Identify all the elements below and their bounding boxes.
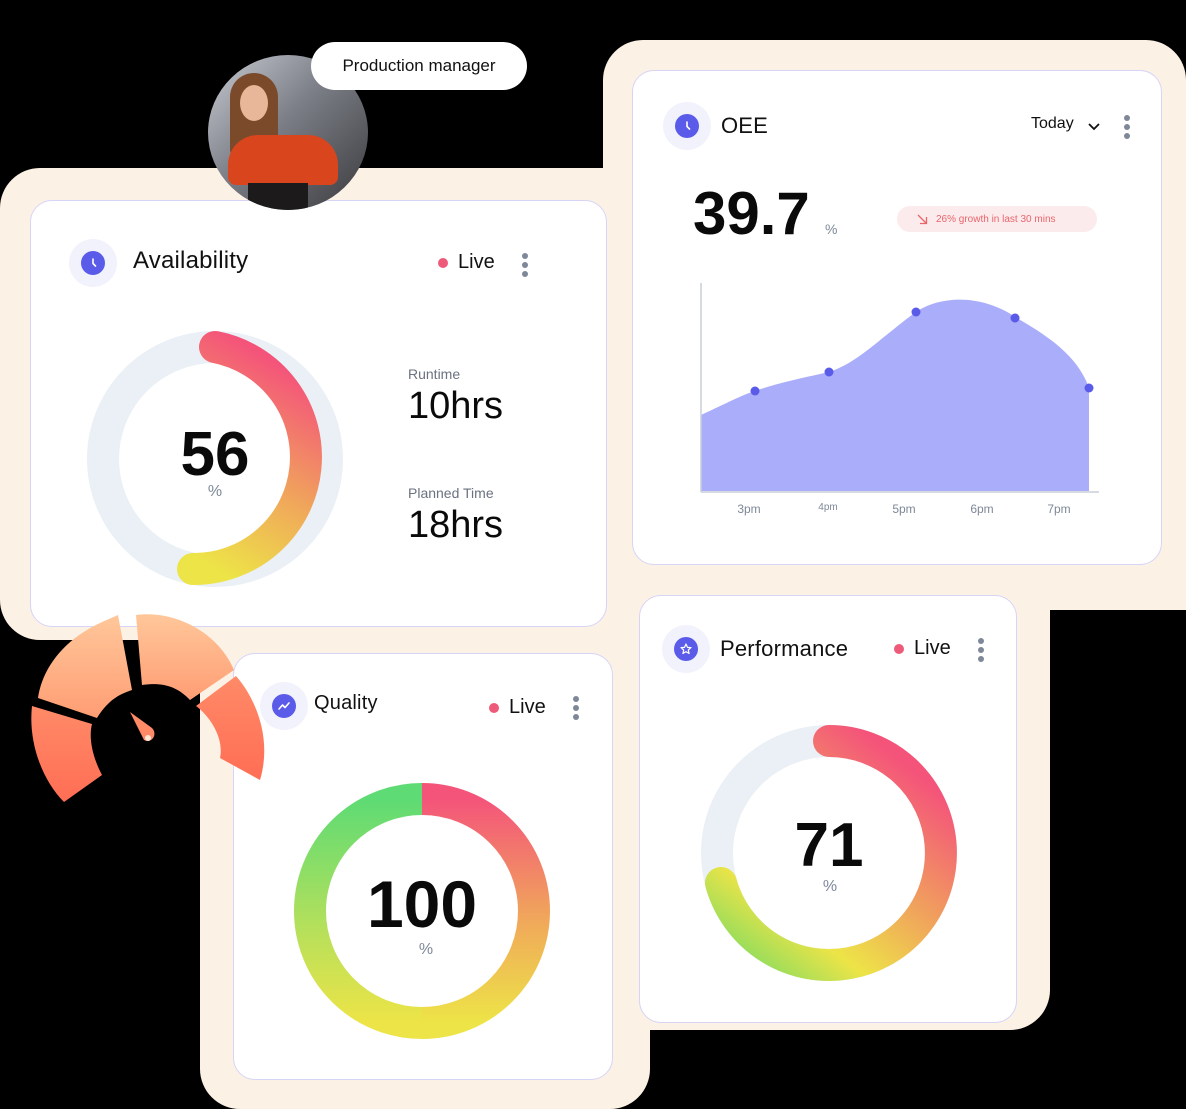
chart-point — [750, 386, 760, 396]
availability-title: Availability — [133, 247, 249, 274]
oee-card: OEE Today 39.7 % 26% growth in last 30 m… — [632, 70, 1162, 565]
oee-range-selector[interactable]: Today — [1031, 115, 1100, 133]
quality-icon-wrap — [260, 682, 308, 730]
availability-unit: % — [207, 483, 223, 500]
availability-more-button[interactable] — [521, 253, 529, 277]
performance-donut — [701, 725, 957, 981]
clock-icon — [675, 114, 699, 138]
live-dot-icon — [438, 257, 448, 268]
live-label: Live — [458, 251, 495, 273]
runtime-label: Runtime — [408, 366, 461, 382]
performance-card: Performance Live 71 % — [639, 595, 1017, 1023]
avatar-sweater — [228, 135, 338, 185]
performance-icon-wrap — [662, 625, 710, 673]
oee-icon-wrap — [663, 102, 711, 150]
availability-card: Availability Live 56 % Runtime 10hrs Pla… — [30, 200, 607, 627]
live-label: Live — [509, 696, 546, 718]
availability-live-status: Live — [438, 251, 495, 274]
chart-point — [1084, 383, 1094, 393]
oee-value: 39.7 — [693, 180, 810, 247]
quality-live-status: Live — [489, 696, 546, 719]
live-dot-icon — [489, 702, 499, 713]
x-tick-3pm: 3pm — [737, 502, 761, 516]
oee-trend-text: 26% growth in last 30 mins — [936, 213, 1056, 225]
avatar-pants — [248, 183, 308, 210]
quality-unit: % — [418, 941, 434, 958]
x-tick-6pm: 6pm — [970, 502, 994, 516]
gauge-illustration-icon — [31, 614, 265, 802]
oee-unit: % — [825, 221, 838, 237]
quality-title: Quality — [314, 692, 378, 714]
x-tick-7pm: 7pm — [1047, 502, 1071, 516]
oee-trend-badge: 26% growth in last 30 mins — [897, 206, 1097, 232]
oee-range-label: Today — [1031, 115, 1074, 132]
trend-line-icon — [272, 694, 296, 718]
oee-more-button[interactable] — [1123, 115, 1131, 139]
availability-donut — [87, 331, 343, 587]
quality-more-button[interactable] — [572, 696, 580, 720]
chart-point — [911, 307, 921, 317]
x-tick-4pm: 4pm — [818, 502, 838, 513]
performance-live-status: Live — [894, 637, 951, 660]
role-badge: Production manager — [311, 42, 527, 90]
oee-area-chart — [700, 283, 1099, 493]
live-dot-icon — [894, 643, 904, 654]
clock-icon — [81, 251, 105, 275]
planned-time-value: 18hrs — [408, 504, 504, 546]
runtime-value: 10hrs — [408, 385, 504, 427]
quality-card: Quality Live 100 % — [233, 653, 613, 1080]
avatar-face — [240, 85, 268, 121]
chart-point — [824, 367, 834, 377]
quality-value: 100 — [366, 867, 478, 941]
availability-value: 56 — [180, 420, 250, 489]
planned-time-label: Planned Time — [408, 485, 494, 501]
chart-point — [1010, 313, 1020, 323]
arrow-down-right-icon — [917, 214, 928, 224]
live-label: Live — [914, 637, 951, 659]
star-icon — [674, 637, 698, 661]
performance-title: Performance — [720, 636, 849, 661]
oee-title: OEE — [721, 113, 769, 138]
performance-more-button[interactable] — [977, 638, 985, 662]
performance-unit: % — [822, 878, 838, 895]
quality-donut — [294, 783, 550, 1039]
chevron-down-icon — [1088, 123, 1100, 131]
performance-value: 71 — [794, 811, 864, 880]
availability-icon-wrap — [69, 239, 117, 287]
x-tick-5pm: 5pm — [892, 502, 916, 516]
